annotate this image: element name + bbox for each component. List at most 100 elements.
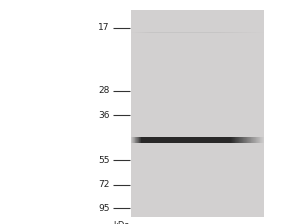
Bar	[168, 32, 169, 33]
Bar	[258, 137, 259, 143]
Bar	[198, 137, 199, 143]
Bar	[234, 137, 235, 143]
Bar	[133, 137, 134, 143]
Text: 28: 28	[98, 86, 110, 95]
Bar	[139, 32, 140, 33]
Bar	[184, 32, 185, 33]
Bar	[159, 137, 160, 143]
Bar	[262, 32, 263, 33]
Bar	[188, 32, 189, 33]
Bar	[255, 32, 256, 33]
Bar	[219, 137, 220, 143]
Bar	[137, 32, 138, 33]
Bar	[230, 32, 231, 33]
Bar	[181, 137, 182, 143]
Bar	[218, 32, 219, 33]
Bar	[224, 137, 225, 143]
Bar	[169, 32, 170, 33]
Bar	[148, 137, 149, 143]
Bar	[210, 137, 211, 143]
Bar	[185, 137, 186, 143]
Bar	[177, 137, 178, 143]
Bar	[249, 32, 250, 33]
Bar	[249, 137, 250, 143]
Bar	[231, 137, 232, 143]
Bar	[227, 32, 228, 33]
Bar	[166, 32, 167, 33]
Bar	[171, 137, 172, 143]
Bar	[220, 32, 221, 33]
Bar	[154, 137, 155, 143]
Bar	[238, 137, 239, 143]
Text: 55: 55	[98, 156, 110, 165]
Bar	[211, 32, 212, 33]
Bar	[152, 32, 153, 33]
Bar	[141, 137, 142, 143]
Bar	[184, 137, 185, 143]
Bar	[214, 32, 215, 33]
Bar	[134, 137, 135, 143]
Bar	[167, 32, 168, 33]
Bar	[225, 32, 226, 33]
Bar	[252, 137, 253, 143]
Bar	[142, 32, 143, 33]
Bar	[185, 32, 186, 33]
Bar	[210, 32, 211, 33]
Bar	[153, 137, 154, 143]
Bar	[209, 32, 210, 33]
Bar	[186, 32, 187, 33]
Bar	[161, 137, 162, 143]
Bar	[134, 32, 135, 33]
Bar	[154, 32, 155, 33]
Bar	[156, 137, 157, 143]
Bar	[189, 137, 190, 143]
Bar	[244, 32, 245, 33]
Bar	[228, 137, 229, 143]
Bar	[191, 32, 192, 33]
Bar	[228, 32, 229, 33]
Bar	[132, 137, 133, 143]
Bar	[194, 32, 195, 33]
Bar	[202, 137, 203, 143]
Bar	[157, 32, 158, 33]
Bar	[238, 32, 239, 33]
Bar	[229, 137, 230, 143]
Bar	[263, 137, 264, 143]
Bar	[138, 32, 139, 33]
Bar	[193, 137, 194, 143]
Bar	[219, 32, 220, 33]
Bar	[130, 32, 131, 33]
Bar	[238, 32, 239, 33]
Bar	[217, 32, 218, 33]
Bar	[152, 137, 153, 143]
Bar	[204, 32, 205, 33]
Bar	[231, 32, 232, 33]
Bar	[178, 32, 179, 33]
Bar	[170, 137, 171, 143]
Bar	[130, 137, 131, 143]
Bar	[217, 137, 218, 143]
Bar	[131, 137, 132, 143]
Bar	[258, 32, 259, 33]
Bar	[145, 32, 146, 33]
Bar	[140, 137, 141, 143]
Bar	[179, 137, 180, 143]
Bar	[199, 137, 200, 143]
Bar	[248, 32, 249, 33]
Bar	[255, 137, 256, 143]
Bar	[213, 32, 214, 33]
Bar	[190, 137, 191, 143]
Bar	[226, 137, 227, 143]
Bar	[157, 137, 158, 143]
Bar	[178, 137, 179, 143]
Bar	[218, 137, 219, 143]
Bar	[140, 32, 141, 33]
Bar	[243, 137, 244, 143]
Bar	[208, 32, 209, 33]
Bar	[196, 137, 197, 143]
Bar	[205, 32, 206, 33]
Bar	[253, 32, 254, 33]
Bar	[232, 137, 233, 143]
Bar	[263, 32, 264, 33]
Bar	[216, 32, 217, 33]
